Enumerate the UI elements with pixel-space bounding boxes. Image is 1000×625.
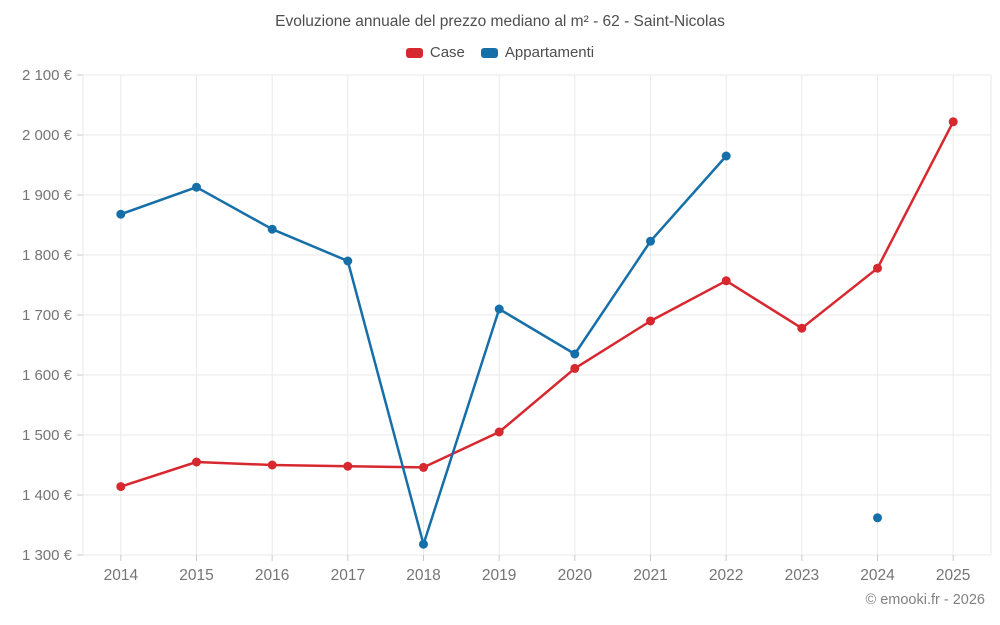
svg-text:1 800 €: 1 800 € bbox=[22, 247, 73, 264]
svg-text:2023: 2023 bbox=[785, 567, 819, 584]
svg-text:2016: 2016 bbox=[255, 567, 289, 584]
legend-item-case[interactable]: Case bbox=[405, 44, 465, 61]
svg-text:1 500 €: 1 500 € bbox=[22, 427, 73, 444]
legend-label-case: Case bbox=[429, 44, 465, 61]
svg-text:2025: 2025 bbox=[936, 567, 970, 584]
svg-text:2018: 2018 bbox=[406, 567, 440, 584]
copyright: © emooki.fr - 2026 bbox=[865, 592, 985, 608]
legend-item-appartamenti[interactable]: Appartamenti bbox=[480, 44, 595, 61]
svg-text:1 700 €: 1 700 € bbox=[22, 307, 73, 324]
svg-text:2021: 2021 bbox=[633, 567, 667, 584]
svg-text:2019: 2019 bbox=[482, 567, 516, 584]
case-series-swatch-icon bbox=[405, 47, 423, 58]
svg-text:2017: 2017 bbox=[331, 567, 365, 584]
svg-text:1 600 €: 1 600 € bbox=[22, 367, 73, 384]
svg-text:2020: 2020 bbox=[558, 567, 593, 584]
legend: Case Appartamenti bbox=[0, 44, 1000, 61]
svg-text:1 900 €: 1 900 € bbox=[22, 187, 73, 204]
svg-text:2 000 €: 2 000 € bbox=[22, 127, 73, 144]
svg-text:1 400 €: 1 400 € bbox=[22, 487, 73, 504]
appartamenti-series-swatch-icon bbox=[480, 47, 498, 58]
svg-text:2024: 2024 bbox=[860, 567, 895, 584]
svg-text:2015: 2015 bbox=[179, 567, 213, 584]
legend-label-appartamenti: Appartamenti bbox=[504, 44, 595, 61]
svg-text:2 100 €: 2 100 € bbox=[22, 67, 73, 84]
svg-text:2022: 2022 bbox=[709, 567, 743, 584]
chart-title: Evoluzione annuale del prezzo mediano al… bbox=[275, 13, 725, 30]
svg-text:1 300 €: 1 300 € bbox=[22, 547, 73, 564]
svg-text:2014: 2014 bbox=[104, 567, 139, 584]
